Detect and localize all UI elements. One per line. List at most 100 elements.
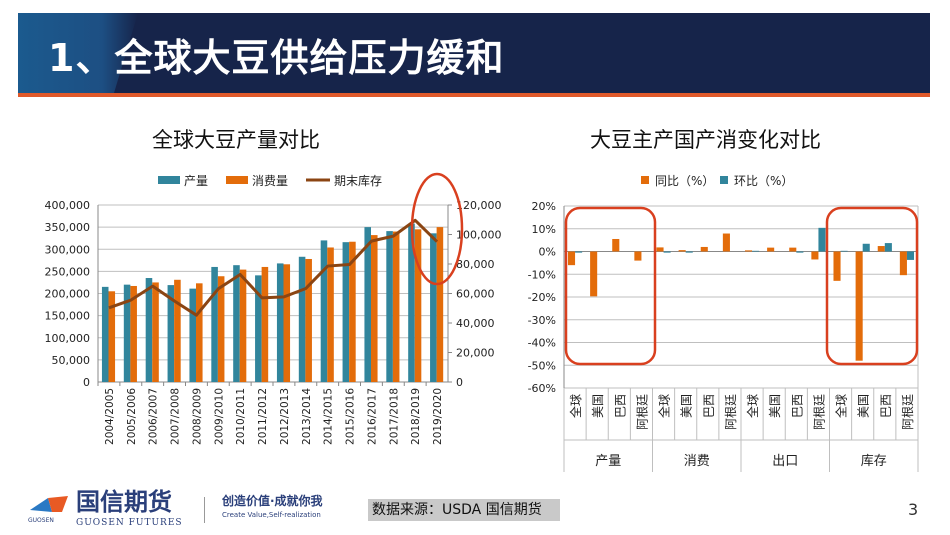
bar-production <box>276 263 284 382</box>
x-tick-label: 2010/2011 <box>235 388 247 445</box>
bar-consumption <box>196 283 203 382</box>
x-tick-label: 2012/2013 <box>279 388 291 445</box>
x-tick-label: 2009/2010 <box>213 388 225 445</box>
x-tick-label: 阿根廷 <box>635 394 649 430</box>
y-tick-label: -60% <box>528 382 556 395</box>
bar-consumption <box>239 269 247 382</box>
bar-consumption <box>174 279 181 382</box>
bar-production <box>408 223 415 382</box>
y-right-tick-label: 60,000 <box>456 288 495 301</box>
bar-production <box>430 233 437 382</box>
y-tick-label: 20% <box>532 200 556 213</box>
bar-consumption <box>414 229 422 382</box>
y-tick-label: -50% <box>528 359 556 372</box>
bar-yoy <box>722 233 730 252</box>
y-left-tick-label: 200,000 <box>45 288 91 301</box>
bar-production <box>233 265 240 382</box>
x-tick-label: 2008/2009 <box>191 388 203 445</box>
bar-consumption <box>436 227 444 382</box>
bar-production <box>364 227 371 382</box>
x-tick-label: 2006/2007 <box>148 388 160 445</box>
x-tick-label: 2005/2006 <box>126 388 138 445</box>
footer-divider <box>204 497 205 523</box>
bar-mom <box>796 251 804 253</box>
x-tick-label: 巴西 <box>790 394 804 418</box>
x-tick-label: 全球 <box>834 394 849 418</box>
bar-yoy <box>877 246 885 252</box>
legend-label-mom: 环比（%） <box>734 174 793 188</box>
x-tick-label: 全球 <box>657 394 672 418</box>
y-tick-label: 10% <box>532 223 556 236</box>
bar-mom <box>663 251 671 253</box>
bar-mom <box>575 251 583 253</box>
bar-yoy <box>634 251 642 261</box>
y-right-tick-label: 120,000 <box>456 199 502 212</box>
bar-yoy <box>567 251 576 266</box>
logo-small-text: GUOSEN <box>28 517 54 524</box>
bar-yoy <box>700 246 708 252</box>
bar-yoy <box>789 247 797 252</box>
left-chart-title: 全球大豆产量对比 <box>152 128 320 152</box>
guosen-logo-icon: GUOSEN <box>28 496 68 524</box>
bar-production <box>101 286 109 382</box>
y-left-tick-label: 300,000 <box>45 243 91 256</box>
line-ending-stocks <box>108 218 439 317</box>
highlight-ellipse <box>410 172 464 286</box>
x-tick-label: 2019/2020 <box>432 388 444 445</box>
y-tick-label: -30% <box>528 314 556 327</box>
bar-production <box>167 285 175 382</box>
header-bar: 1、全球大豆供给压力缓和 <box>18 13 930 93</box>
y-left-tick-label: 50,000 <box>52 354 91 367</box>
bar-production <box>211 266 218 382</box>
x-tick-label: 阿根廷 <box>901 394 915 430</box>
x-tick-label: 2018/2019 <box>410 388 422 445</box>
x-tick-label: 巴西 <box>702 394 716 418</box>
slogan-cn: 创造价值·成就你我 <box>222 494 323 508</box>
right-chart-title: 大豆主产国产消变化对比 <box>590 128 821 152</box>
bar-production <box>123 284 131 382</box>
legend-label-stocks: 期末库存 <box>334 173 382 188</box>
x-tick-label: 美国 <box>591 394 605 418</box>
legend-swatch-production <box>158 176 180 184</box>
bar-production <box>386 231 393 382</box>
bar-yoy <box>899 251 907 276</box>
page-number: 3 <box>908 500 919 519</box>
bar-yoy <box>656 247 664 252</box>
bar-yoy <box>612 238 620 252</box>
legend-swatch-mom <box>720 176 728 184</box>
y-tick-label: -40% <box>528 337 556 350</box>
logo-cn: 国信期货 <box>76 487 172 516</box>
bar-mom <box>840 250 848 252</box>
bar-production <box>145 278 153 382</box>
y-tick-label: 0% <box>539 246 556 259</box>
bar-consumption <box>152 282 159 382</box>
bar-mom <box>906 251 915 260</box>
y-left-tick-label: 400,000 <box>45 199 91 212</box>
page-title: 1、全球大豆供给压力缓和 <box>48 36 505 80</box>
group-label: 消费 <box>684 454 710 469</box>
bar-yoy <box>811 251 819 260</box>
highlight-box-stocks <box>825 206 919 366</box>
y-right-tick-label: 20,000 <box>456 347 495 360</box>
bar-yoy <box>767 247 775 252</box>
x-tick-label: 2015/2016 <box>345 388 357 445</box>
x-tick-label: 2011/2012 <box>257 388 269 445</box>
legend-label-yoy: 同比（%） <box>655 174 714 188</box>
bar-consumption <box>283 264 291 382</box>
logo-en: GUOSEN FUTURES <box>76 518 183 528</box>
legend-swatch-consumption <box>226 176 248 184</box>
y-left-tick-label: 100,000 <box>45 332 91 345</box>
highlight-box-production <box>564 206 657 366</box>
y-tick-label: -10% <box>528 268 556 281</box>
x-tick-label: 阿根廷 <box>812 394 826 430</box>
x-tick-label: 全球 <box>568 394 583 418</box>
legend-swatch-yoy <box>641 176 649 184</box>
bar-yoy <box>833 251 841 281</box>
bar-mom <box>818 227 826 252</box>
bar-mom <box>884 243 892 252</box>
x-tick-label: 巴西 <box>613 394 627 418</box>
bar-consumption <box>261 266 269 382</box>
legend-label-consumption: 消费量 <box>252 174 288 188</box>
x-tick-label: 2016/2017 <box>366 388 378 445</box>
